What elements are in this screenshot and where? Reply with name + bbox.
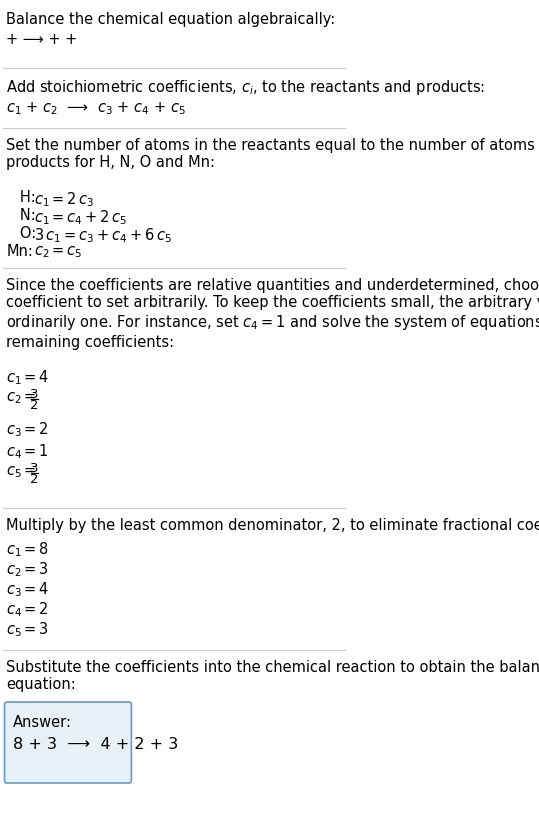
Text: Since the coefficients are relative quantities and underdetermined, choose a
coe: Since the coefficients are relative quan… [6,278,539,349]
Text: Multiply by the least common denominator, 2, to eliminate fractional coefficient: Multiply by the least common denominator… [6,518,539,533]
FancyBboxPatch shape [4,702,132,783]
Text: $c_3 = 4$: $c_3 = 4$ [6,580,50,599]
Text: $3\,c_1 = c_3 + c_4 + 6\,c_5$: $3\,c_1 = c_3 + c_4 + 6\,c_5$ [33,226,171,245]
Text: H:: H: [6,190,36,205]
Text: Substitute the coefficients into the chemical reaction to obtain the balanced
eq: Substitute the coefficients into the che… [6,660,539,692]
Text: $c_5 = 3$: $c_5 = 3$ [6,620,50,639]
Text: 8 + 3  ⟶  4 + 2 + 3: 8 + 3 ⟶ 4 + 2 + 3 [13,737,178,752]
Text: 2: 2 [30,399,39,412]
Text: $c_1 = c_4 + 2\,c_5$: $c_1 = c_4 + 2\,c_5$ [33,208,127,227]
Text: Set the number of atoms in the reactants equal to the number of atoms in the
pro: Set the number of atoms in the reactants… [6,138,539,170]
Text: $c_1 = 2\,c_3$: $c_1 = 2\,c_3$ [33,190,94,209]
Text: O:: O: [6,226,37,241]
Text: 3: 3 [30,462,39,475]
Text: N:: N: [6,208,36,223]
Text: $c_2 = $: $c_2 = $ [6,390,37,406]
Text: $c_1 = 4$: $c_1 = 4$ [6,368,50,387]
Text: Answer:: Answer: [13,715,72,730]
Text: $c_5 = $: $c_5 = $ [6,464,37,479]
Text: $c_2 = c_5$: $c_2 = c_5$ [33,244,82,259]
Text: $c_4 = 2$: $c_4 = 2$ [6,600,49,618]
Text: $c_1$ + $c_2$  ⟶  $c_3$ + $c_4$ + $c_5$: $c_1$ + $c_2$ ⟶ $c_3$ + $c_4$ + $c_5$ [6,100,186,117]
Text: $c_2 = 3$: $c_2 = 3$ [6,560,50,578]
Text: 3: 3 [30,388,39,401]
Text: $c_3 = 2$: $c_3 = 2$ [6,420,49,438]
Text: $c_4 = 1$: $c_4 = 1$ [6,442,49,461]
Text: Mn:: Mn: [6,244,33,259]
Text: $c_1 = 8$: $c_1 = 8$ [6,540,50,559]
Text: Balance the chemical equation algebraically:: Balance the chemical equation algebraica… [6,12,336,27]
Text: Add stoichiometric coefficients, $c_i$, to the reactants and products:: Add stoichiometric coefficients, $c_i$, … [6,78,486,97]
Text: 2: 2 [30,473,39,486]
Text: + ⟶ + +: + ⟶ + + [6,32,78,47]
